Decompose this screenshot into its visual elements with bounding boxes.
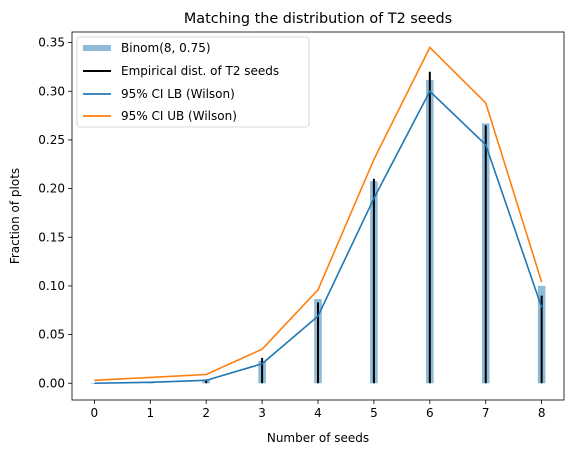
x-tick-label: 4 — [314, 406, 322, 420]
x-tick-label: 5 — [370, 406, 378, 420]
y-tick-label: 0.30 — [38, 84, 65, 98]
y-tick-label: 0.20 — [38, 182, 65, 196]
x-tick-label: 0 — [91, 406, 99, 420]
ci-lb-line — [94, 89, 543, 385]
y-axis-label: Fraction of plots — [8, 168, 22, 264]
x-tick-label: 2 — [202, 406, 210, 420]
binom-bar — [146, 382, 155, 384]
ci-ub-line — [94, 46, 543, 382]
y-axis: 0.00 0.05 0.10 0.15 0.20 0.25 0.30 0.35 — [38, 36, 72, 390]
y-tick-label: 0.25 — [38, 133, 65, 147]
x-tick-label: 8 — [538, 406, 546, 420]
x-axis: 0 1 2 3 4 5 6 7 8 — [91, 400, 546, 420]
plot-area — [90, 46, 546, 385]
y-tick-label: 0.15 — [38, 230, 65, 244]
legend-label-ci-lb: 95% CI LB (Wilson) — [121, 87, 235, 101]
legend-label-ci-ub: 95% CI UB (Wilson) — [121, 109, 237, 123]
x-tick-label: 7 — [482, 406, 490, 420]
y-tick-label: 0.10 — [38, 279, 65, 293]
legend-frame — [76, 36, 310, 128]
x-tick-label: 3 — [258, 406, 266, 420]
legend: Binom(8, 0.75) Empirical dist. of T2 see… — [76, 36, 310, 128]
chart-title: Matching the distribution of T2 seeds — [184, 11, 452, 27]
y-tick-label: 0.00 — [38, 376, 65, 390]
x-tick-label: 6 — [426, 406, 434, 420]
legend-label-empirical: Empirical dist. of T2 seeds — [121, 64, 279, 78]
legend-label-binom: Binom(8, 0.75) — [121, 41, 211, 55]
y-tick-label: 0.35 — [38, 36, 65, 50]
x-tick-label: 1 — [146, 406, 154, 420]
binom-bar — [90, 383, 99, 384]
y-tick-label: 0.05 — [38, 328, 65, 342]
x-axis-label: Number of seeds — [267, 431, 369, 445]
